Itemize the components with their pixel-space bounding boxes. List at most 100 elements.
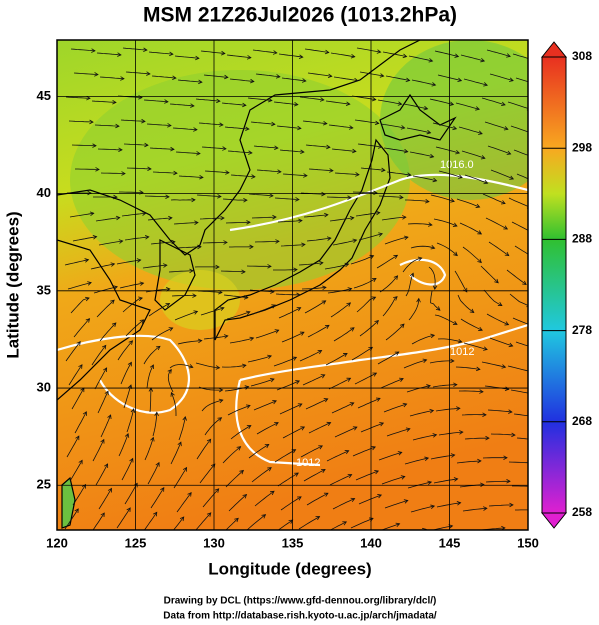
streamline xyxy=(307,324,330,338)
streamline-arrow xyxy=(508,342,514,348)
streamline-arrow xyxy=(403,499,409,504)
streamline xyxy=(357,398,381,409)
streamline-arrow xyxy=(146,71,151,76)
streamline-arrow xyxy=(478,326,483,331)
streamline xyxy=(456,198,480,208)
streamline-arrow xyxy=(534,415,538,419)
plot-area: 1016.0 1012 1012 xyxy=(57,40,538,534)
streamline xyxy=(330,52,355,58)
streamline xyxy=(464,174,488,184)
streamline-arrow xyxy=(95,167,100,172)
streamline-arrow xyxy=(117,52,122,57)
streamline xyxy=(65,96,91,99)
streamline-arrow xyxy=(322,121,328,126)
streamline-arrow xyxy=(393,275,399,280)
streamline xyxy=(325,100,350,105)
streamline xyxy=(118,433,129,457)
streamline-arrow xyxy=(326,144,331,150)
colorbar-ticks: 258 268 278 288 298 308 xyxy=(542,49,592,519)
streamline-arrow xyxy=(188,364,194,369)
streamline-arrow xyxy=(477,458,482,464)
streamline xyxy=(487,409,512,413)
streamline-arrow xyxy=(234,517,239,523)
streamline-arrow xyxy=(452,125,458,131)
streamline-arrow xyxy=(324,324,330,329)
streamline-arrow xyxy=(475,203,481,208)
streamline-arrow xyxy=(215,365,221,370)
streamline xyxy=(407,223,432,226)
streamline-arrow xyxy=(242,102,247,108)
streamline xyxy=(279,403,302,415)
streamline xyxy=(334,172,359,176)
streamline-arrow xyxy=(138,296,143,301)
streamline xyxy=(360,167,385,171)
streamline xyxy=(97,148,123,151)
streamline xyxy=(508,461,528,464)
streamline xyxy=(428,266,436,290)
plot-frame xyxy=(56,39,529,531)
streamline xyxy=(72,484,86,506)
streamline xyxy=(222,198,247,201)
streamline xyxy=(221,364,246,368)
streamline xyxy=(90,263,115,270)
streamline xyxy=(276,380,300,391)
streamline xyxy=(332,498,355,510)
streamline xyxy=(377,351,399,365)
streamline-arrow xyxy=(218,387,224,393)
streamline-arrow xyxy=(397,451,403,456)
streamline xyxy=(98,240,123,246)
streamline-arrow xyxy=(318,445,324,450)
streamline-arrow xyxy=(141,118,146,124)
streamline xyxy=(298,262,323,266)
streamline-arrow xyxy=(87,281,92,286)
streamline xyxy=(406,385,431,393)
streamline xyxy=(248,193,273,197)
streamline-arrow xyxy=(177,441,182,447)
streamline-arrow xyxy=(300,426,306,431)
colorbar-tick-label: 288 xyxy=(572,232,592,246)
streamline xyxy=(69,460,83,482)
streamline xyxy=(403,103,428,110)
streamline-arrow xyxy=(509,502,514,508)
streamline-arrow xyxy=(403,148,409,154)
streamline-arrow xyxy=(239,469,244,475)
streamline xyxy=(432,384,457,388)
streamline-arrow xyxy=(193,310,199,315)
streamline xyxy=(436,242,458,256)
streamline-arrow xyxy=(432,177,438,183)
streamline-arrow xyxy=(429,153,435,159)
streamline xyxy=(331,148,356,152)
streamline-arrow xyxy=(402,53,408,59)
streamline-arrow xyxy=(395,522,401,528)
streamline-arrow xyxy=(321,468,326,474)
streamline-arrow xyxy=(268,97,273,103)
streamline-arrow xyxy=(94,72,99,77)
streamline xyxy=(412,175,437,182)
streamline xyxy=(507,101,528,109)
streamline xyxy=(481,97,506,106)
streamline xyxy=(70,48,95,52)
streamline xyxy=(149,387,152,413)
streamline-arrow xyxy=(219,122,224,127)
streamline xyxy=(168,270,194,273)
streamline-arrow xyxy=(347,195,352,200)
streamline-arrow xyxy=(130,408,136,413)
streamline xyxy=(247,97,272,101)
streamline-arrow xyxy=(272,214,277,220)
streamline-arrow xyxy=(110,262,116,267)
streamline xyxy=(463,78,488,86)
streamline xyxy=(229,78,254,82)
streamline xyxy=(409,151,434,158)
streamline xyxy=(380,378,404,389)
streamline-arrow xyxy=(532,156,536,160)
streamline xyxy=(92,439,105,462)
streamline xyxy=(96,299,115,318)
streamline xyxy=(148,51,173,55)
streamline xyxy=(72,236,97,242)
streamline-arrow xyxy=(453,477,459,482)
streamline xyxy=(507,533,531,534)
streamline-arrow xyxy=(323,492,329,497)
streamline-arrow xyxy=(349,402,355,407)
y-tick-label: 35 xyxy=(37,282,51,297)
streamline-arrow xyxy=(483,346,488,351)
